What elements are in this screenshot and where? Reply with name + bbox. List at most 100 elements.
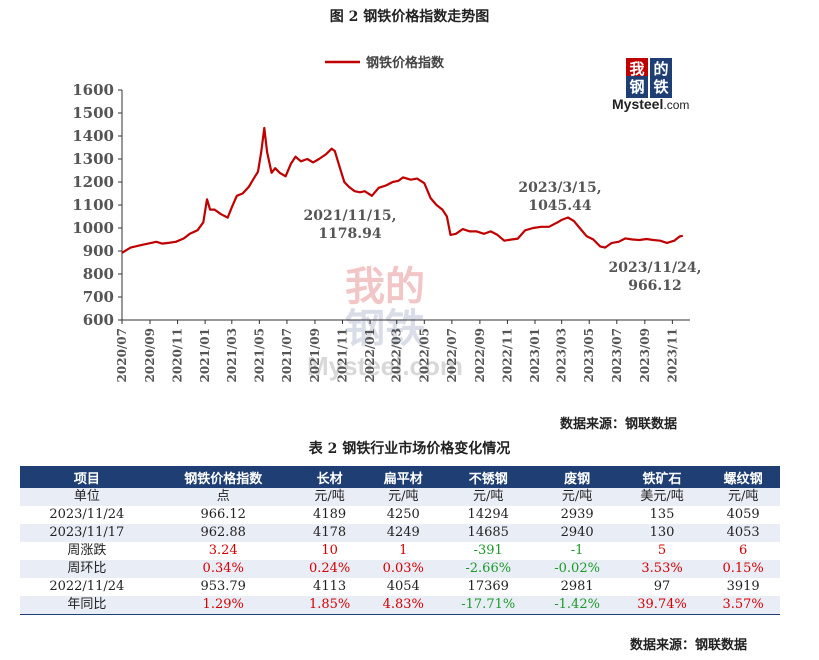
table-header-cell: 扁平材	[366, 466, 441, 488]
table-cell: 3.53%	[617, 560, 707, 578]
table-cell: 2022/11/24	[20, 578, 154, 596]
table-cell: 2023/11/24	[20, 506, 154, 524]
table-header-cell: 螺纹钢	[706, 466, 780, 488]
table-cell: 1	[366, 542, 441, 560]
table-cell: 953.79	[153, 578, 293, 596]
table-cell: 966.12	[153, 506, 293, 524]
table-cell: 130	[617, 524, 707, 542]
x-tick-label: 2023/05	[582, 328, 596, 382]
y-tick-label: 1600	[72, 81, 114, 99]
table-cell: 1.29%	[153, 596, 293, 615]
x-axis: 2020/07 2020/09 2020/11 2021/01 2021/03 2021/…	[115, 320, 679, 382]
x-tick-label: 2021/11	[336, 328, 350, 382]
y-tick-label: 1100	[72, 196, 114, 214]
table-cell: 周环比	[20, 560, 154, 578]
annotation-value: 1045.44	[528, 198, 592, 214]
table-cell: 4054	[366, 578, 441, 596]
table-cell: 6	[706, 542, 780, 560]
table-cell: 4.83%	[366, 596, 441, 615]
table-cell: 2981	[536, 578, 618, 596]
x-tick-label: 2023/09	[638, 328, 652, 382]
table-cell: 0.24%	[292, 560, 367, 578]
table-cell: 4178	[292, 524, 367, 542]
y-tick-label: 700	[83, 288, 114, 306]
watermark-line1: 我的	[345, 264, 425, 310]
table-cell: -391	[440, 542, 537, 560]
annotation-value: 1178.94	[318, 226, 382, 242]
x-tick-label: 2022/01	[363, 328, 377, 382]
y-tick-label: 800	[83, 265, 114, 283]
table-cell: 14294	[440, 506, 537, 524]
table-cell: 4249	[366, 524, 441, 542]
figure-title: 图 2 钢铁价格指数走势图	[329, 9, 490, 25]
x-tick-label: 2023/07	[610, 328, 624, 382]
table-cell: 元/吨	[292, 488, 367, 506]
table-row: 2023/11/24 966.12 4189 4250 14294 2939 135 4059	[20, 506, 780, 524]
logo-char-2: 的	[650, 58, 672, 80]
table-cell: 14685	[440, 524, 537, 542]
table-cell: -1.42%	[536, 596, 618, 615]
table-cell: 39.74%	[617, 596, 707, 615]
x-tick-label: 2023/03	[555, 328, 569, 382]
x-tick-label: 2022/11	[500, 328, 514, 382]
table-cell: 元/吨	[536, 488, 618, 506]
table-title: 表 2 钢铁行业市场价格变化情况	[308, 441, 511, 457]
table-cell: 2940	[536, 524, 618, 542]
logo-wordmark: Mysteel.com	[612, 96, 690, 112]
x-tick-label: 2022/09	[473, 328, 487, 382]
table-cell: 1.85%	[292, 596, 367, 615]
table-cell: 3.57%	[706, 596, 780, 615]
y-tick-label: 1200	[72, 173, 114, 191]
table-cell: 4113	[292, 578, 367, 596]
table-row: 年同比 1.29% 1.85% 4.83% -17.71% -1.42% 39.74% 3.5…	[20, 596, 780, 615]
table-cell: 元/吨	[706, 488, 780, 506]
x-tick-label: 2021/05	[252, 328, 266, 382]
table-cell: 2939	[536, 506, 618, 524]
annotation-date: 2023/3/15,	[518, 180, 601, 196]
table-cell: -1	[536, 542, 618, 560]
table-cell: 4053	[706, 524, 780, 542]
watermark: 我的 钢铁 Mysteel.com	[307, 264, 463, 381]
table-cell: 5	[617, 542, 707, 560]
x-tick-label: 2022/03	[390, 328, 404, 382]
x-tick-label: 2021/09	[308, 328, 322, 382]
chart-source: 数据来源：钢联数据	[560, 417, 678, 432]
table-header-cell: 长材	[292, 466, 367, 488]
table-cell: 单位	[20, 488, 154, 506]
table-row: 周环比 0.34% 0.24% 0.03% -2.66% -0.02% 3.53% 0.15%	[20, 560, 780, 578]
table-cell: 4250	[366, 506, 441, 524]
table-cell: 美元/吨	[617, 488, 707, 506]
x-tick-label: 2020/09	[143, 328, 157, 382]
table-row: 2023/11/17 962.88 4178 4249 14685 2940 130 4053	[20, 524, 780, 542]
x-tick-label: 2022/05	[417, 328, 431, 382]
table-header-cell: 钢铁价格指数	[153, 466, 293, 488]
annotations: 2021/11/15, 1178.94 2023/3/15, 1045.44 2023/…	[303, 180, 701, 294]
table-row: 周涨跌 3.24 10 1 -391 -1 5 6	[20, 542, 780, 560]
table-cell: 3.24	[153, 542, 293, 560]
x-tick-label: 2022/07	[445, 328, 459, 382]
table-row: 单位点元/吨 元/吨 元/吨 元/吨 美元/吨 元/吨	[20, 488, 780, 506]
price-table: 项目 钢铁价格指数 长材 扁平材 不锈钢 废钢 铁矿石 螺纹钢 单位点元/吨 元/吨 元/吨 元/吨…	[20, 466, 780, 615]
table-header-cell: 项目	[20, 466, 154, 488]
table-cell: 4059	[706, 506, 780, 524]
annotation-value: 966.12	[628, 278, 682, 294]
logo-char-3: 钢	[626, 76, 648, 98]
table-cell: 0.15%	[706, 560, 780, 578]
legend-label: 钢铁价格指数	[366, 55, 445, 71]
table-cell: 17369	[440, 578, 537, 596]
table-cell: 年同比	[20, 596, 154, 615]
table-cell: 10	[292, 542, 367, 560]
y-tick-label: 1300	[72, 150, 114, 168]
logo-char-4: 铁	[650, 76, 672, 98]
table-cell: 135	[617, 506, 707, 524]
mysteel-logo: 我 的 钢 铁 Mysteel.com	[612, 58, 702, 118]
x-tick-label: 2023/01	[528, 328, 542, 382]
y-tick-label: 1000	[72, 219, 114, 237]
table-cell: 元/吨	[440, 488, 537, 506]
table-header-cell: 废钢	[536, 466, 618, 488]
table-header-row: 项目 钢铁价格指数 长材 扁平材 不锈钢 废钢 铁矿石 螺纹钢	[20, 466, 780, 488]
watermark-line2: 钢铁	[345, 306, 425, 352]
table-cell: 0.34%	[153, 560, 293, 578]
table-cell: 元/吨	[366, 488, 441, 506]
table-cell: -2.66%	[440, 560, 537, 578]
